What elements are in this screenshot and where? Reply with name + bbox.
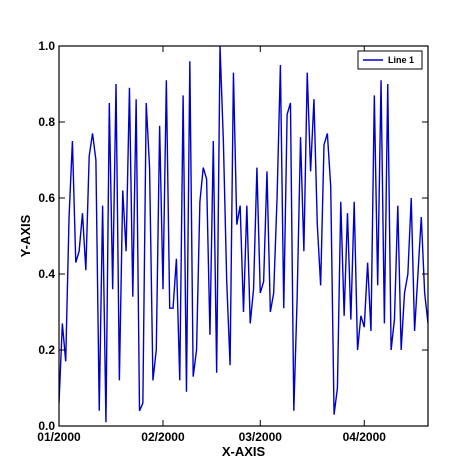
x-tick-label: 04/2000 [343,430,387,444]
plot-layer [59,46,428,423]
y-tick-label: 0.2 [38,343,55,357]
y-axis-title: Y-AXIS [18,214,33,257]
axes-layer: 0.0 0.2 0.4 0.6 0.8 1.0 01/2000 02/2000 03/2000 0… [37,39,429,444]
x-tick-label: 02/2000 [141,430,185,444]
y-tick-label: 0.6 [38,191,55,205]
x-tick-label: 03/2000 [239,430,283,444]
legend-box [357,50,423,70]
y-tick-label: 1.0 [38,39,55,53]
x-tick-label: 01/2000 [37,430,81,444]
x-axis-title: X-AXIS [222,444,266,459]
plot-frame [58,45,429,427]
y-tick-label: 0.0 [38,419,55,433]
series-line-0 [59,46,428,423]
legend: Line 1 [357,50,423,70]
legend-label: Line 1 [388,55,414,65]
y-tick-label: 0.4 [38,267,55,281]
y-tick-label: 0.8 [38,115,55,129]
